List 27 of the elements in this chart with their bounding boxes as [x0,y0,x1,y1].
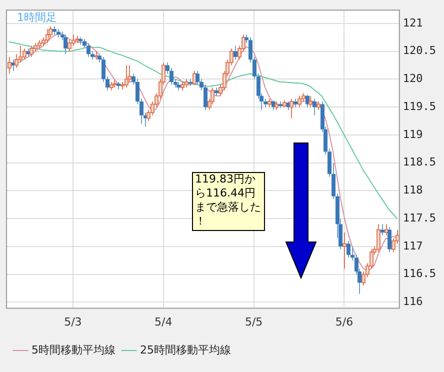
y-tick-label: 120.5 [402,44,436,58]
y-tick-label: 119.5 [402,100,436,113]
y-tick-label: 117 [402,239,423,252]
y-tick-label: 118 [402,184,423,197]
candlestick [346,240,350,258]
x-tick-label: 5/4 [154,315,172,328]
y-tick-label: 118.5 [402,156,436,169]
y-tick-label: 120 [402,72,423,86]
x-tick-label: 5/5 [244,315,263,328]
y-tick-label: 119 [402,128,423,141]
y-tick-label: 116 [402,295,423,308]
candlestick [234,45,238,60]
legend-label: 5時間移動平均線 [32,343,116,356]
chart-title: 1時間足 [17,10,57,24]
candlestick [312,98,316,116]
y-tick-label: 116.5 [402,267,436,280]
y-tick-label: 117.5 [402,211,436,224]
annotation: 119.83円から116.44円まで急落した！ [195,172,261,228]
x-tick-label: 5/6 [335,315,354,328]
legend-label: 25時間移動平均線 [140,343,231,356]
candlestick [388,226,392,253]
candlestick [64,34,68,55]
x-tick-label: 5/3 [64,315,82,328]
candlestick [380,224,384,236]
y-tick-label: 121 [402,16,423,30]
candlestick [306,94,310,108]
candlestick [86,42,90,58]
